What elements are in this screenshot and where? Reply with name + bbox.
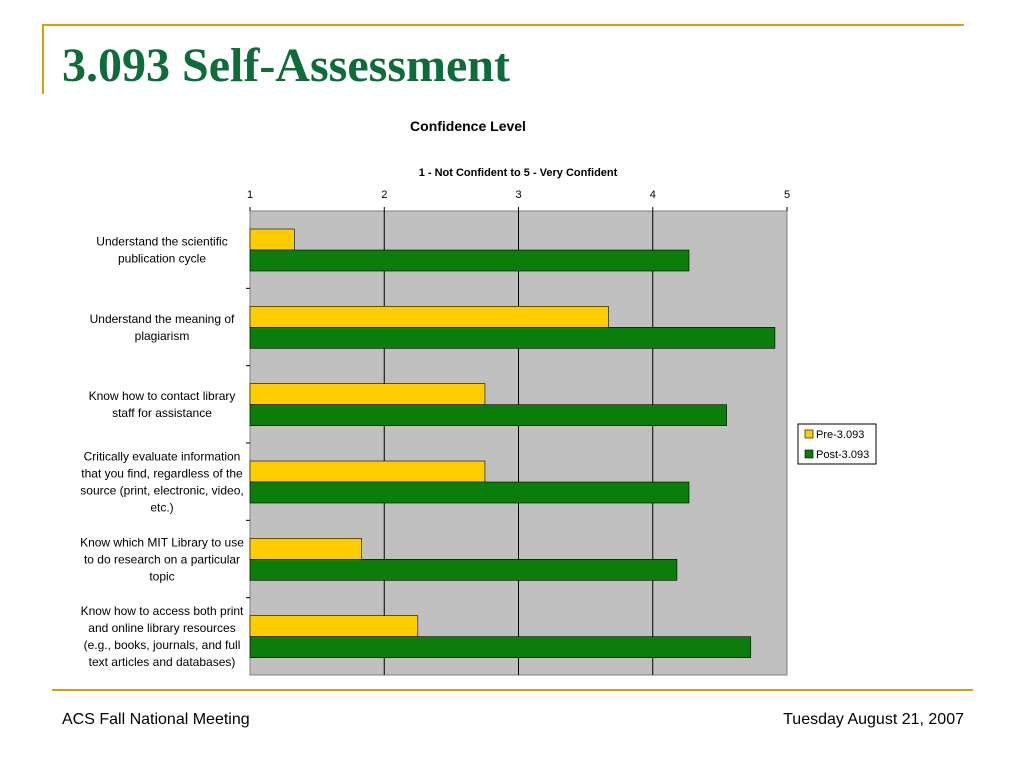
accent-vertical-line	[42, 24, 44, 94]
bar-post	[249, 559, 678, 581]
bar-pre	[249, 228, 295, 251]
legend-swatch-pre	[804, 429, 814, 439]
bar-post	[249, 249, 690, 272]
bar-pre	[249, 538, 362, 560]
category-labels: Understand the scientific publication cyc…	[80, 235, 244, 670]
bars	[249, 228, 776, 658]
chart-title: Confidence Level	[410, 118, 526, 134]
bar-post	[249, 636, 752, 658]
bar-pre	[249, 460, 486, 483]
category-label: Critically evaluate information that you …	[80, 450, 243, 515]
category-label: Know how to contact library staff for ass…	[89, 389, 236, 420]
accent-top-line	[42, 24, 964, 26]
bar-pre	[249, 383, 486, 405]
category-label: Understand the scientific publication cyc…	[96, 235, 227, 266]
legend-swatch-post	[804, 449, 814, 459]
x-tick-label: 1	[247, 189, 253, 201]
x-axis-ticks: 1 2 3 4 5	[246, 189, 790, 599]
x-tick-label: 4	[650, 189, 656, 201]
bar-post	[249, 404, 727, 426]
gridlines	[383, 211, 654, 675]
category-label: Understand the meaning of plagiarism	[90, 312, 235, 343]
footer-date: Tuesday August 21, 2007	[783, 711, 964, 728]
slide-title: 3.093 Self-Assessment	[62, 39, 510, 92]
bar-pre	[249, 306, 609, 328]
accent-bottom-line	[52, 689, 973, 691]
legend-label-post: Post-3.093	[816, 449, 869, 461]
x-tick-label: 5	[784, 189, 790, 201]
category-label: Know which MIT Library to use to do resea…	[80, 535, 244, 583]
category-label: Know how to access both print and online …	[81, 604, 244, 669]
bar-post	[249, 327, 776, 349]
x-tick-label: 3	[515, 189, 521, 201]
legend-label-pre: Pre-3.093	[816, 429, 864, 441]
bar-pre	[249, 615, 419, 637]
bar-post	[249, 481, 690, 504]
x-axis-label: 1 - Not Confident to 5 - Very Confident	[419, 167, 618, 179]
legend: Pre-3.093 Post-3.093	[797, 423, 877, 465]
footer-event: ACS Fall National Meeting	[62, 711, 250, 728]
x-tick-label: 2	[381, 189, 387, 201]
